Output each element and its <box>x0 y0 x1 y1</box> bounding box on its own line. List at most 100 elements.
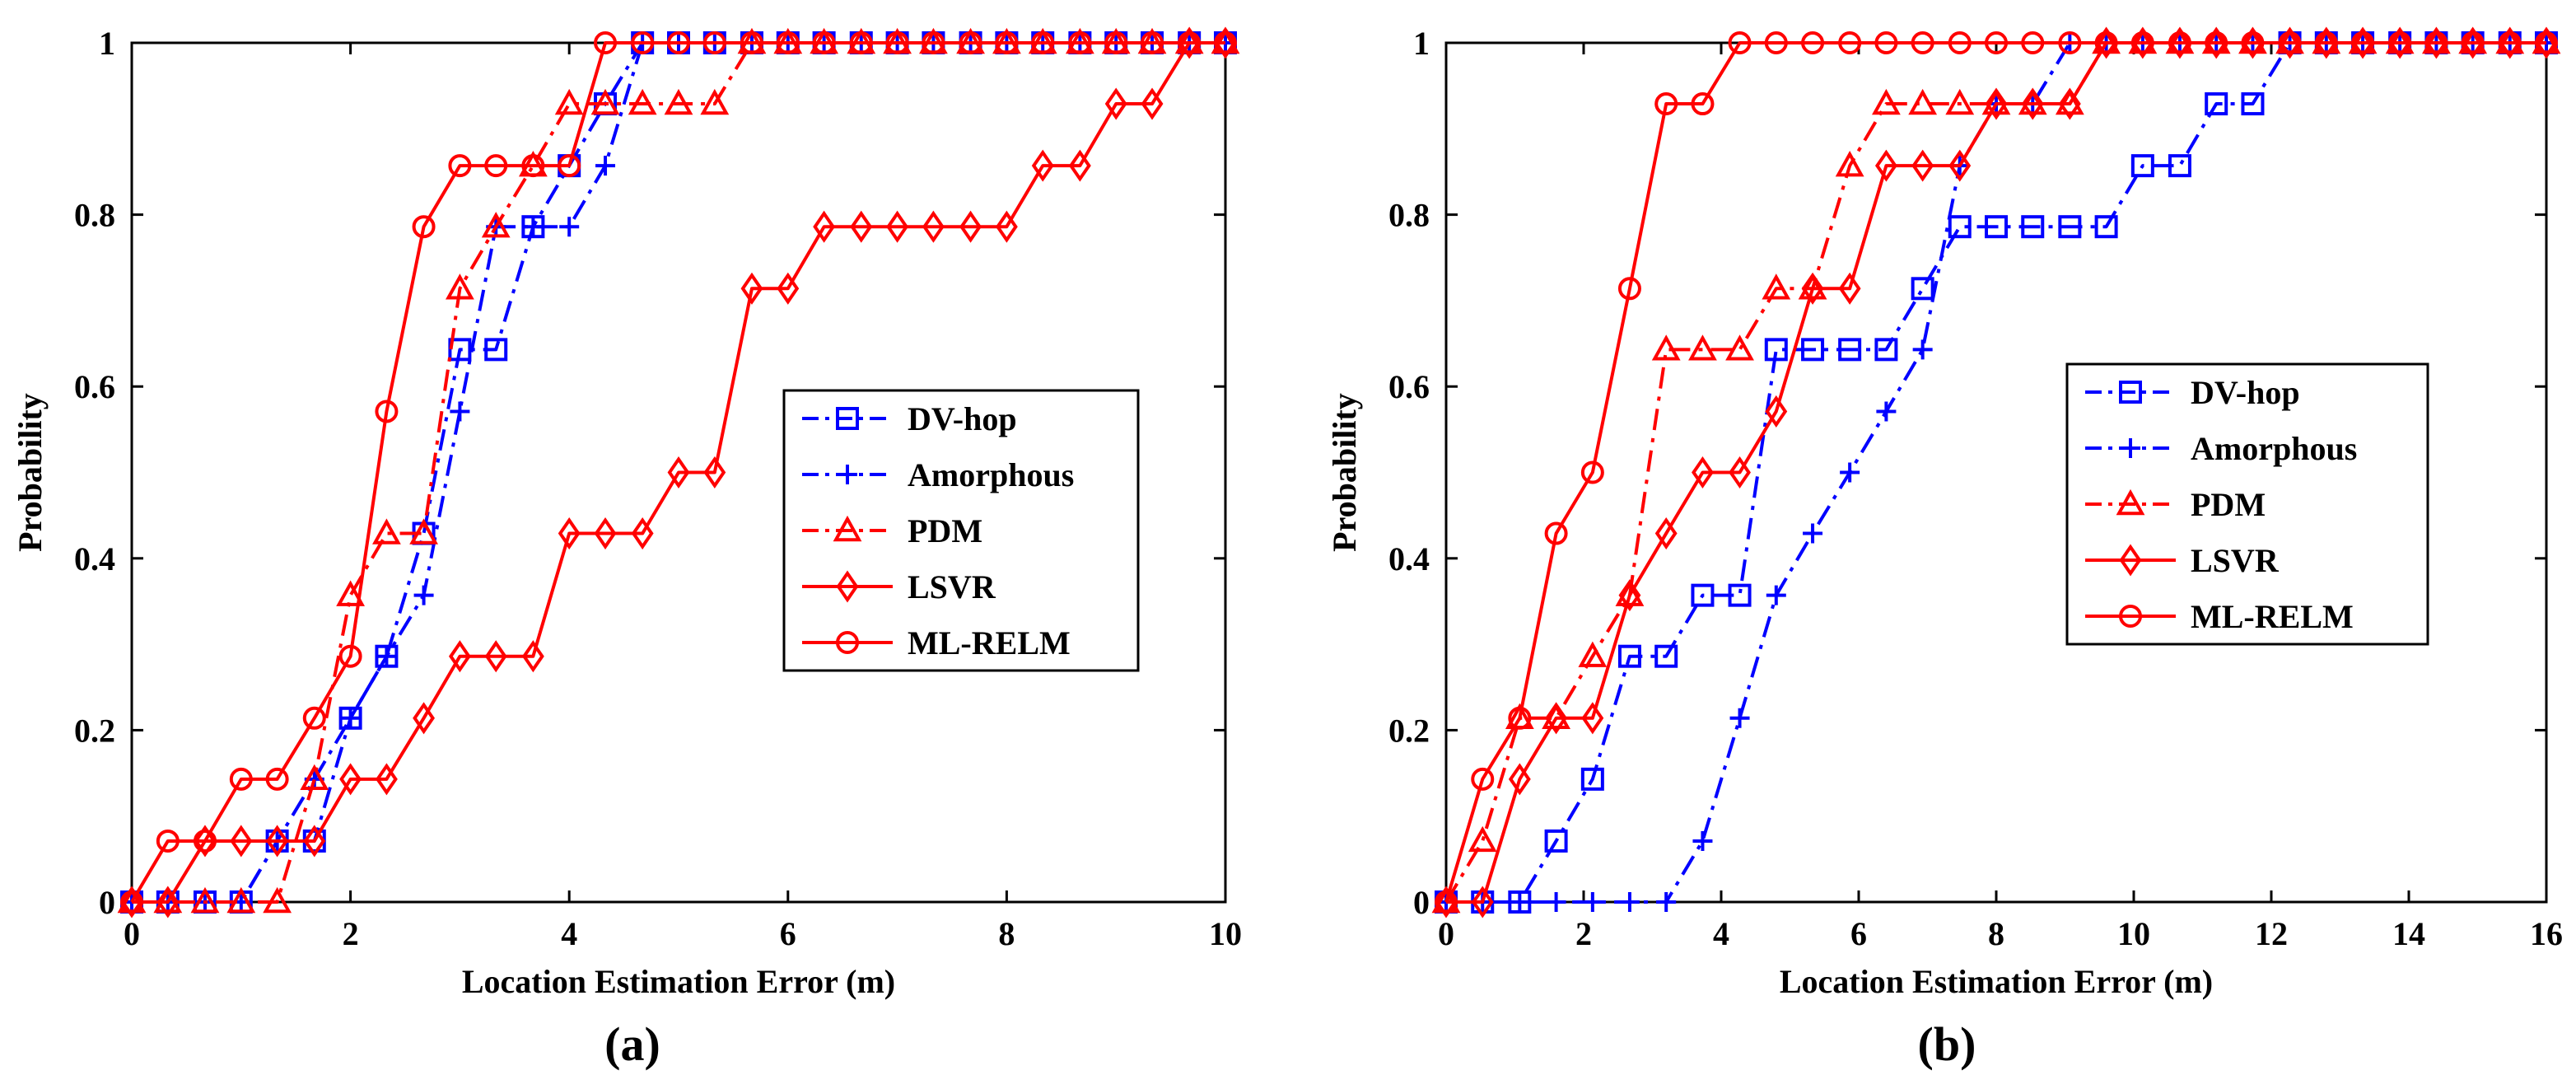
data-point <box>700 88 730 115</box>
data-point <box>1654 517 1678 550</box>
data-point <box>300 764 329 791</box>
data-point <box>959 210 982 243</box>
series-line <box>130 41 1225 904</box>
legend-marker <box>836 570 859 603</box>
data-point <box>1692 830 1713 851</box>
data-point <box>559 217 580 237</box>
data-point <box>1764 31 1788 54</box>
x-tick-label: 2 <box>1575 915 1592 952</box>
data-point <box>1762 273 1791 300</box>
data-point <box>2095 26 2118 59</box>
data-point <box>2168 154 2191 178</box>
y-tick-label: 0.2 <box>74 712 115 749</box>
data-point <box>1729 708 1750 728</box>
data-point <box>554 88 584 115</box>
y-tick-label: 0.6 <box>1388 368 1430 405</box>
data-point <box>813 210 836 243</box>
data-point <box>1874 338 1898 362</box>
data-point <box>2205 26 2228 59</box>
data-point <box>1985 87 2008 120</box>
data-point <box>1510 892 1530 912</box>
data-point <box>922 210 945 243</box>
data-point <box>2205 92 2228 116</box>
data-point <box>1764 338 1788 362</box>
data-point <box>1688 334 1717 361</box>
data-point <box>372 518 401 544</box>
data-point <box>703 456 726 489</box>
data-point <box>595 156 616 176</box>
data-point <box>2058 215 2082 239</box>
data-point <box>1178 26 1201 59</box>
data-point <box>1619 892 1640 912</box>
legend-label: ML-RELM <box>2191 598 2354 635</box>
y-tick-label: 0 <box>99 884 115 921</box>
data-point <box>413 702 436 735</box>
x-tick-label: 8 <box>1988 915 2004 952</box>
data-point <box>1544 521 1568 545</box>
data-point <box>230 825 253 858</box>
series-lsvr <box>120 26 1237 918</box>
data-point <box>303 825 326 858</box>
data-point <box>1068 31 1092 54</box>
data-point <box>1141 31 1164 54</box>
panel-label-b: (b) <box>1918 1017 1976 1071</box>
legend-label: LSVR <box>908 568 996 605</box>
data-point <box>2279 26 2301 59</box>
data-point <box>1803 523 1823 544</box>
data-point <box>1104 87 1127 120</box>
data-point <box>776 31 800 54</box>
data-point <box>1766 585 1786 605</box>
data-point <box>740 272 763 305</box>
data-point <box>263 886 292 914</box>
x-axis-label: Location Estimation Error (m) <box>462 963 895 1000</box>
data-point <box>1692 456 1714 489</box>
data-point <box>702 31 726 54</box>
series-line <box>132 41 1225 904</box>
legend-label: Amorphous <box>2191 430 2357 467</box>
data-point <box>631 31 655 54</box>
data-point <box>1654 92 1678 116</box>
data-point <box>1691 92 1715 116</box>
data-point <box>2094 31 2118 54</box>
legend-label: DV-hop <box>908 400 1017 437</box>
legend-label: PDM <box>908 512 982 549</box>
y-axis-label: Probability <box>12 393 49 552</box>
data-point <box>156 886 180 918</box>
data-point <box>375 400 399 423</box>
data-point <box>1545 702 1568 735</box>
legend-marker <box>2119 544 2142 577</box>
data-point <box>2094 215 2118 239</box>
data-point <box>226 886 256 914</box>
data-point <box>2315 26 2338 59</box>
data-point <box>777 272 800 305</box>
data-point <box>2424 31 2448 54</box>
data-point <box>1948 149 1972 182</box>
legend-marker <box>2119 605 2142 628</box>
data-point <box>558 517 581 550</box>
data-point <box>120 886 143 918</box>
data-point <box>1617 644 1641 668</box>
data-point <box>628 88 657 115</box>
data-point <box>2241 31 2265 54</box>
data-point <box>1580 767 1604 791</box>
x-tick-label: 14 <box>2392 915 2425 952</box>
data-point <box>667 456 690 489</box>
data-point <box>1908 88 1938 115</box>
data-point <box>265 767 289 791</box>
data-point <box>1874 149 1897 182</box>
data-point <box>1068 149 1091 182</box>
legend-marker <box>2121 438 2140 458</box>
data-point <box>1838 272 1861 305</box>
data-point <box>995 31 1019 54</box>
x-tick-label: 10 <box>1209 915 1242 952</box>
data-point <box>1508 763 1531 796</box>
data-point <box>340 708 361 728</box>
y-tick-label: 0.6 <box>74 368 115 405</box>
data-point <box>2168 31 2191 54</box>
data-point <box>1725 334 1754 361</box>
x-tick-label: 0 <box>124 915 140 952</box>
data-point <box>740 31 763 54</box>
data-point <box>2462 26 2485 59</box>
y-tick-label: 1 <box>1413 25 1430 62</box>
